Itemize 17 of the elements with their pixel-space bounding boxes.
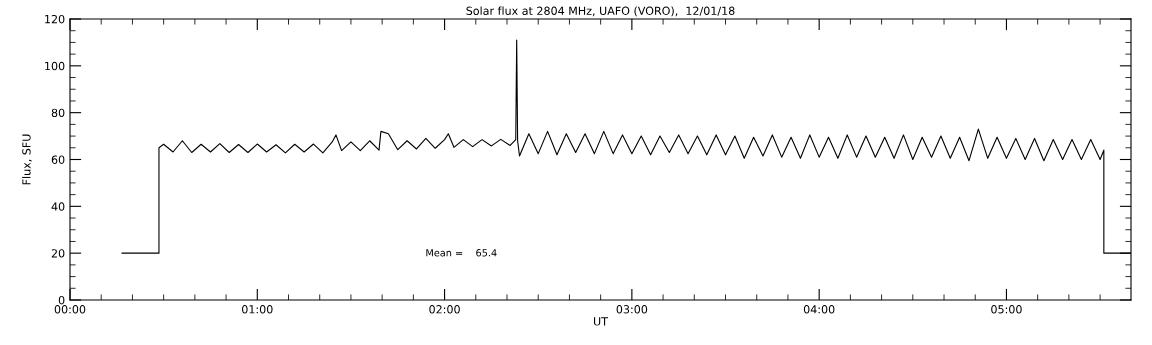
y-axis-title: Flux, SFU bbox=[22, 134, 32, 185]
x-tick-label: 04:00 bbox=[803, 305, 835, 314]
y-tick-label: 100 bbox=[45, 61, 65, 71]
y-tick-label: 40 bbox=[51, 202, 65, 211]
y-tick-label: 120 bbox=[45, 14, 65, 24]
y-tick-label: 60 bbox=[51, 155, 65, 164]
x-tick-label: 05:00 bbox=[991, 305, 1022, 314]
y-tick-label: 0 bbox=[58, 295, 65, 305]
x-tick-label: 02:00 bbox=[429, 305, 460, 314]
x-tick-label: 00:00 bbox=[54, 305, 86, 314]
x-tick-label: 01:00 bbox=[242, 305, 273, 314]
x-axis-title: UT bbox=[594, 317, 608, 326]
annotation: Mean = 65.4 bbox=[426, 249, 497, 257]
chart-title: Solar flux at 2804 MHz, UAFO (VORO), 12/01/18 bbox=[466, 6, 735, 17]
y-tick-label: 20 bbox=[51, 249, 65, 258]
x-tick-label: 03:00 bbox=[616, 305, 648, 314]
y-tick-label: 80 bbox=[51, 108, 65, 118]
